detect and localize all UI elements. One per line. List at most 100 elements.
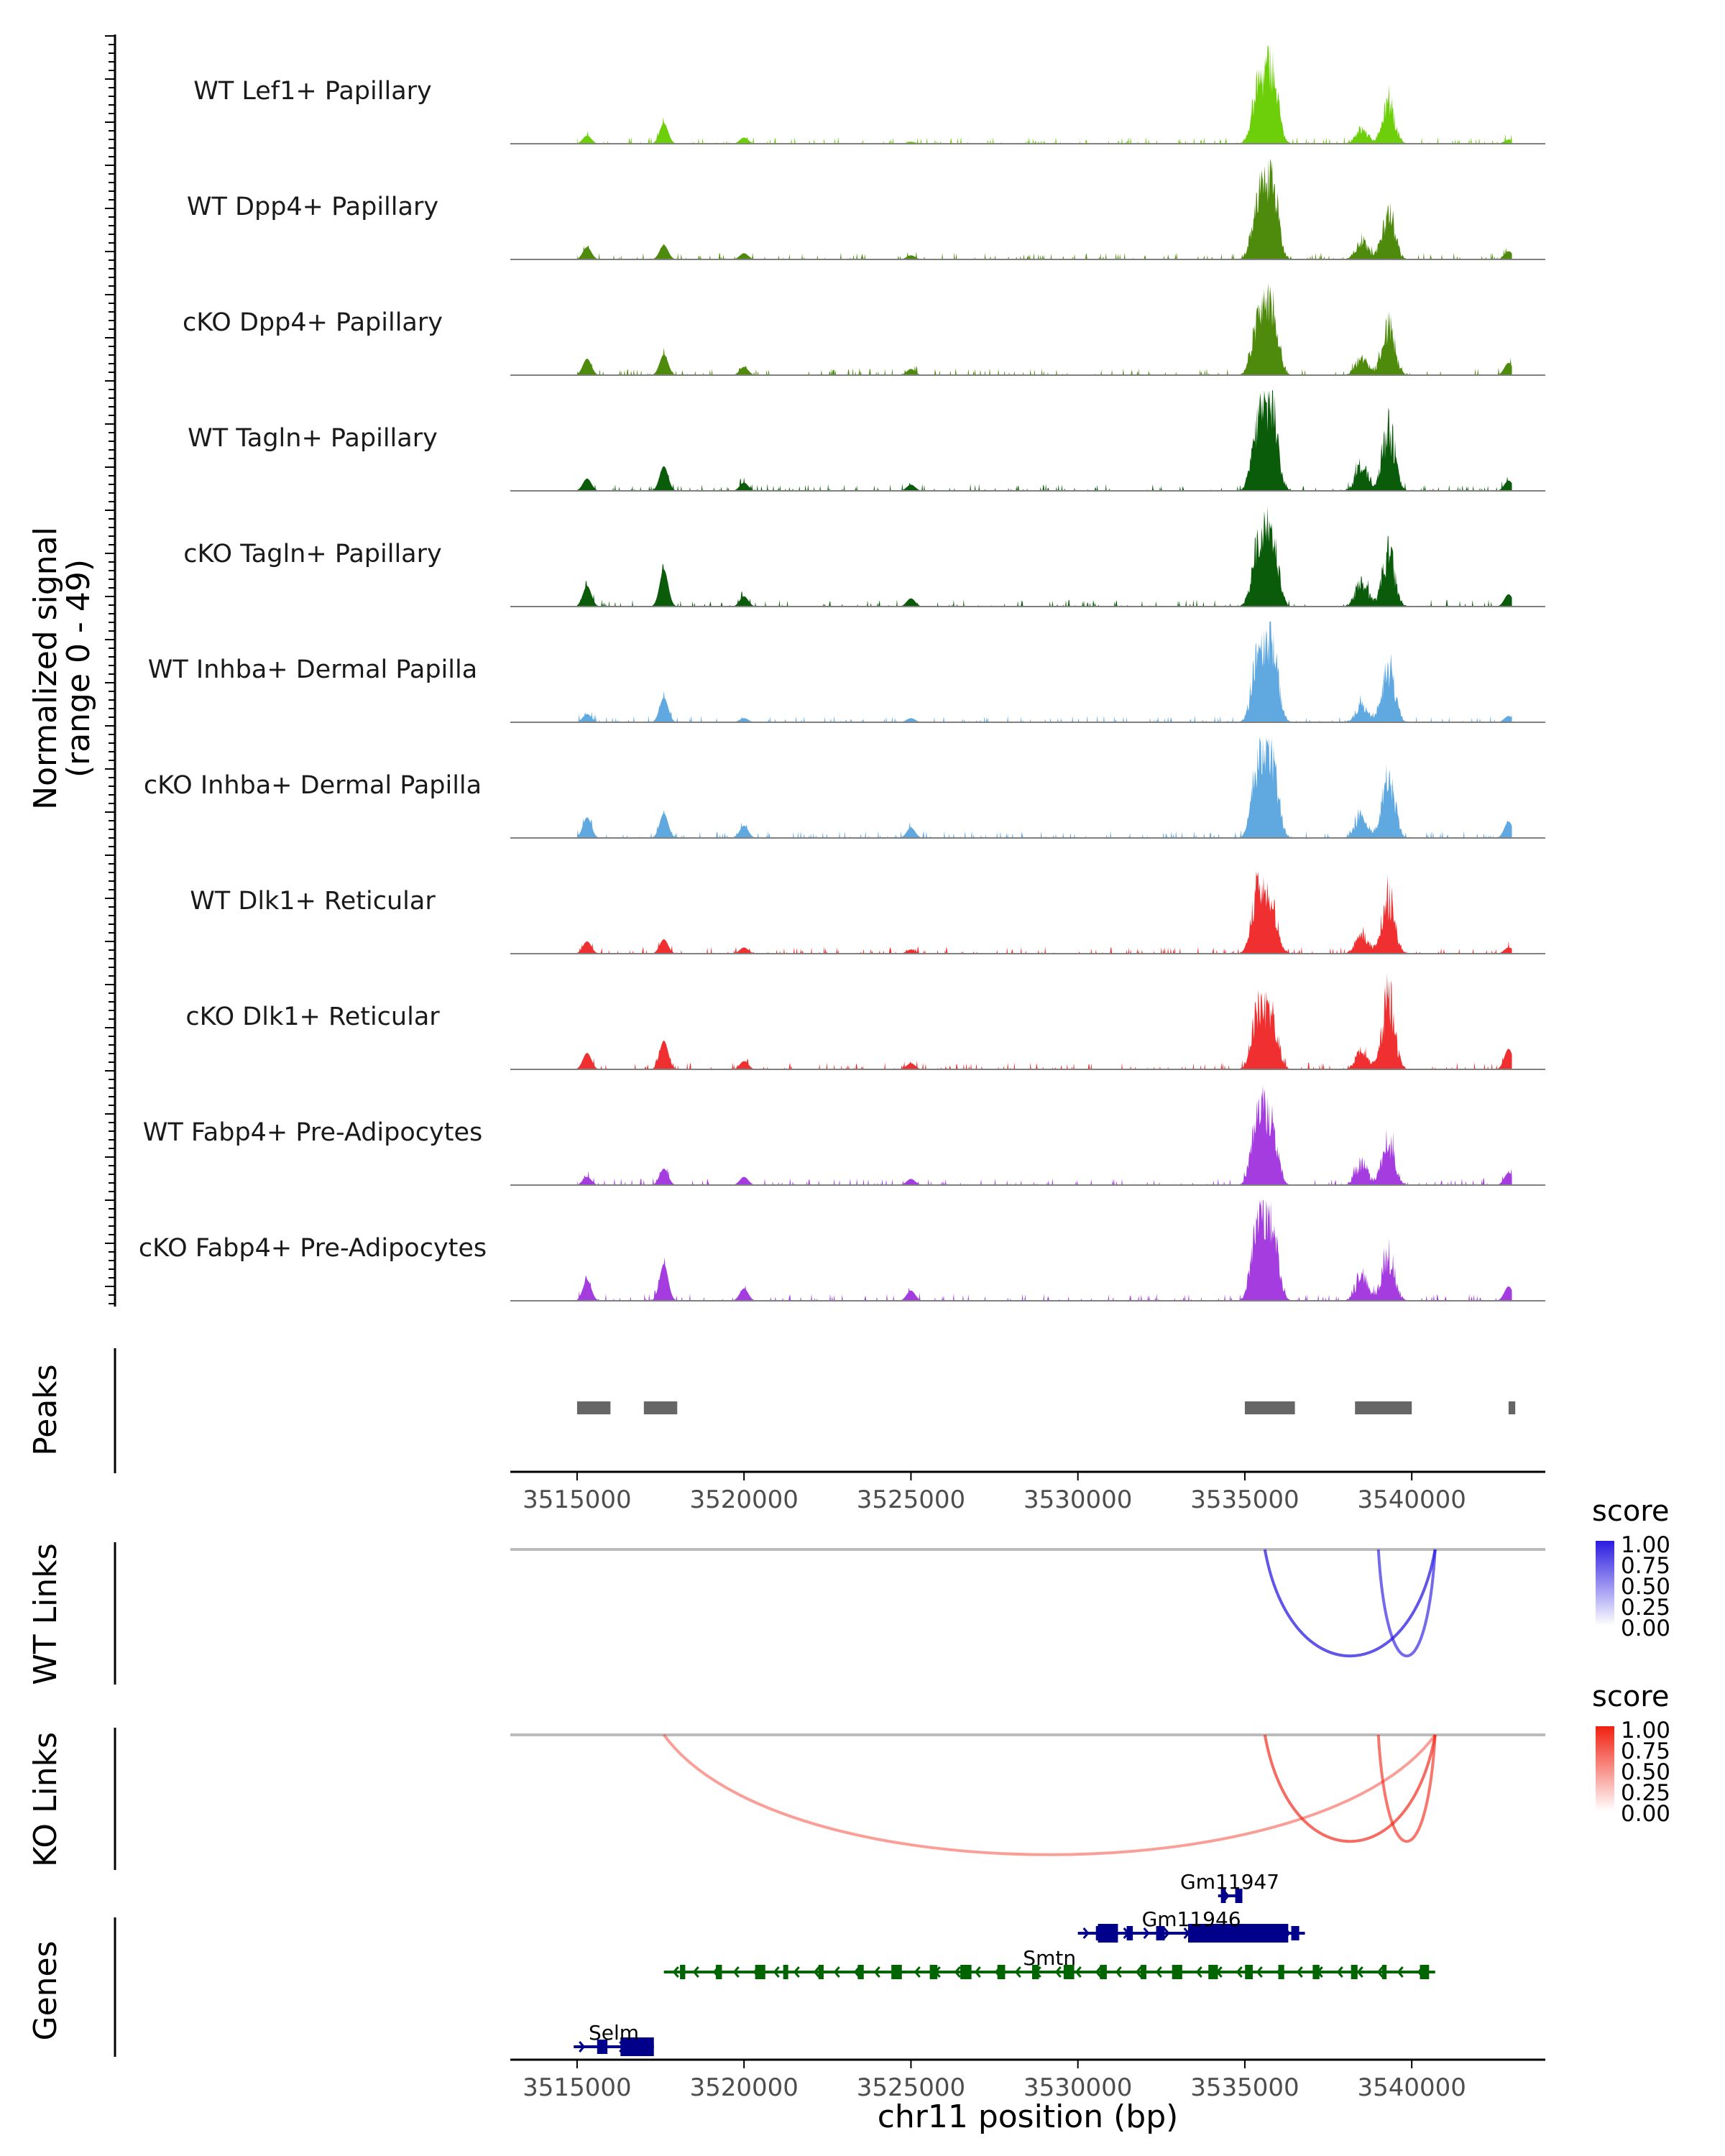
peak-region xyxy=(643,1401,678,1414)
coverage-area xyxy=(576,871,1512,954)
link-arc xyxy=(1263,1549,1437,1658)
gene: Smtn xyxy=(663,1946,1435,1979)
gene: Gm11946 xyxy=(1077,1907,1305,1943)
strand-arrow xyxy=(793,1966,800,1978)
x-tick-label: 3540000 xyxy=(1357,2073,1466,2102)
peak-region xyxy=(1244,1401,1295,1414)
coverage-track: cKO Fabp4+ Pre-Adipocytes xyxy=(139,1200,1545,1302)
coverage-area xyxy=(576,390,1512,491)
x-tick-label: 3520000 xyxy=(689,1485,798,1514)
exon xyxy=(1381,1965,1387,1979)
strand-arrow xyxy=(833,1966,840,1978)
track-label: WT Fabp4+ Pre-Adipocytes xyxy=(143,1118,482,1147)
peak-region xyxy=(1355,1401,1412,1414)
track-label: WT Inhba+ Dermal Papilla xyxy=(148,655,477,684)
legend-tick-label: 0.75 xyxy=(1621,1553,1670,1579)
track-label: WT Dpp4+ Papillary xyxy=(187,193,438,221)
coverage-area xyxy=(576,973,1512,1069)
exon xyxy=(1100,1965,1107,1979)
coverage-track: cKO Dlk1+ Reticular xyxy=(185,973,1545,1070)
x-tick-label: 3525000 xyxy=(857,1485,965,1514)
track-label: cKO Fabp4+ Pre-Adipocytes xyxy=(139,1234,487,1263)
legend-tick-label: 0.00 xyxy=(1621,1616,1670,1641)
exon xyxy=(857,1965,864,1979)
exon xyxy=(715,1965,722,1979)
coverage-ylabel: Normalized signal xyxy=(27,527,64,810)
legend-tick-label: 1.00 xyxy=(1621,1718,1670,1743)
strand-arrow xyxy=(1095,1966,1102,1978)
strand-arrow xyxy=(1397,1966,1404,1978)
legend-tick-label: 1.00 xyxy=(1621,1532,1670,1558)
coverage-track: WT Lef1+ Papillary xyxy=(193,45,1545,144)
strand-arrow xyxy=(1376,1966,1384,1978)
exon xyxy=(997,1965,1006,1979)
coverage-area xyxy=(576,622,1512,722)
strand-arrow xyxy=(1014,1966,1021,1978)
x-tick-label: 3540000 xyxy=(1357,1485,1466,1514)
peak-region xyxy=(1508,1401,1516,1414)
exon xyxy=(1098,1924,1118,1943)
legend-tick-label: 0.25 xyxy=(1621,1595,1670,1621)
coverage-track: cKO Tagln+ Papillary xyxy=(183,506,1545,607)
exon xyxy=(620,2037,654,2056)
exon xyxy=(929,1965,938,1979)
link-arc xyxy=(1376,1734,1437,1843)
coverage-ylabel-range: (range 0 - 49) xyxy=(60,559,97,778)
coverage-area xyxy=(576,737,1512,838)
coverage-track: WT Dlk1+ Reticular xyxy=(190,871,1545,954)
exon xyxy=(1312,1965,1320,1979)
strand-arrow xyxy=(1236,1966,1243,1978)
strand-arrow xyxy=(1155,1966,1162,1978)
gene: Selm xyxy=(574,2021,654,2056)
peak-region xyxy=(576,1401,611,1414)
exon xyxy=(755,1965,765,1979)
coverage-area xyxy=(576,506,1512,607)
legend-colorbar xyxy=(1596,1541,1614,1626)
strand-arrow xyxy=(579,2041,586,2053)
strand-arrow xyxy=(1075,1966,1082,1978)
exon xyxy=(891,1965,902,1979)
x-tick-label: 3535000 xyxy=(1190,1485,1299,1514)
exon xyxy=(1187,1924,1289,1943)
strand-arrow xyxy=(1163,1927,1170,1939)
strand-arrow xyxy=(914,1966,921,1978)
strand-arrow xyxy=(732,1966,740,1978)
strand-arrow xyxy=(1256,1966,1263,1978)
track-label: WT Tagln+ Papillary xyxy=(188,424,438,453)
coverage-track: WT Dpp4+ Papillary xyxy=(187,159,1545,260)
track-label: WT Lef1+ Papillary xyxy=(193,77,432,106)
coverage-track: cKO Inhba+ Dermal Papilla xyxy=(144,737,1545,839)
gene-label: Gm11947 xyxy=(1180,1870,1279,1894)
x-tick-label: 3520000 xyxy=(689,2073,798,2102)
strand-arrow xyxy=(873,1966,880,1978)
links-panel: WT Links score 1.000.750.500.250.00 xyxy=(27,1495,1670,1685)
coverage-area xyxy=(576,159,1512,259)
links-label: WT Links xyxy=(27,1543,64,1685)
track-label: cKO Dpp4+ Papillary xyxy=(183,308,443,337)
legend-tick-label: 0.00 xyxy=(1621,1801,1670,1827)
exon xyxy=(1031,1965,1039,1979)
exon xyxy=(1351,1965,1358,1979)
links-panel: KO Links score 1.000.750.500.250.00 xyxy=(27,1680,1670,1870)
coverage-area xyxy=(576,45,1512,144)
strand-arrow xyxy=(672,1966,679,1978)
exon xyxy=(1172,1965,1182,1979)
strand-arrow xyxy=(1135,1966,1142,1978)
link-arc xyxy=(663,1733,1437,1856)
strand-arrow xyxy=(974,1966,981,1978)
gene-label: Smtn xyxy=(1023,1946,1076,1970)
coverage-track: WT Inhba+ Dermal Papilla xyxy=(148,622,1545,723)
genes-label: Genes xyxy=(27,1940,64,2040)
exon xyxy=(680,1965,686,1979)
coverage-y-ticks xyxy=(105,35,115,1304)
gene-label: Selm xyxy=(589,2021,639,2045)
x-tick-label: 3530000 xyxy=(1024,1485,1132,1514)
strand-arrow xyxy=(1143,1927,1150,1939)
legend-tick-label: 0.50 xyxy=(1621,1574,1670,1600)
x-tick-label: 3515000 xyxy=(523,2073,631,2102)
exon xyxy=(1245,1965,1254,1979)
strand-arrow xyxy=(1082,1927,1090,1939)
x-axis-bottom: 3515000 3520000 3525000 3530000 3535000 35400… xyxy=(510,2058,1545,2102)
strand-arrow xyxy=(1356,1966,1363,1978)
